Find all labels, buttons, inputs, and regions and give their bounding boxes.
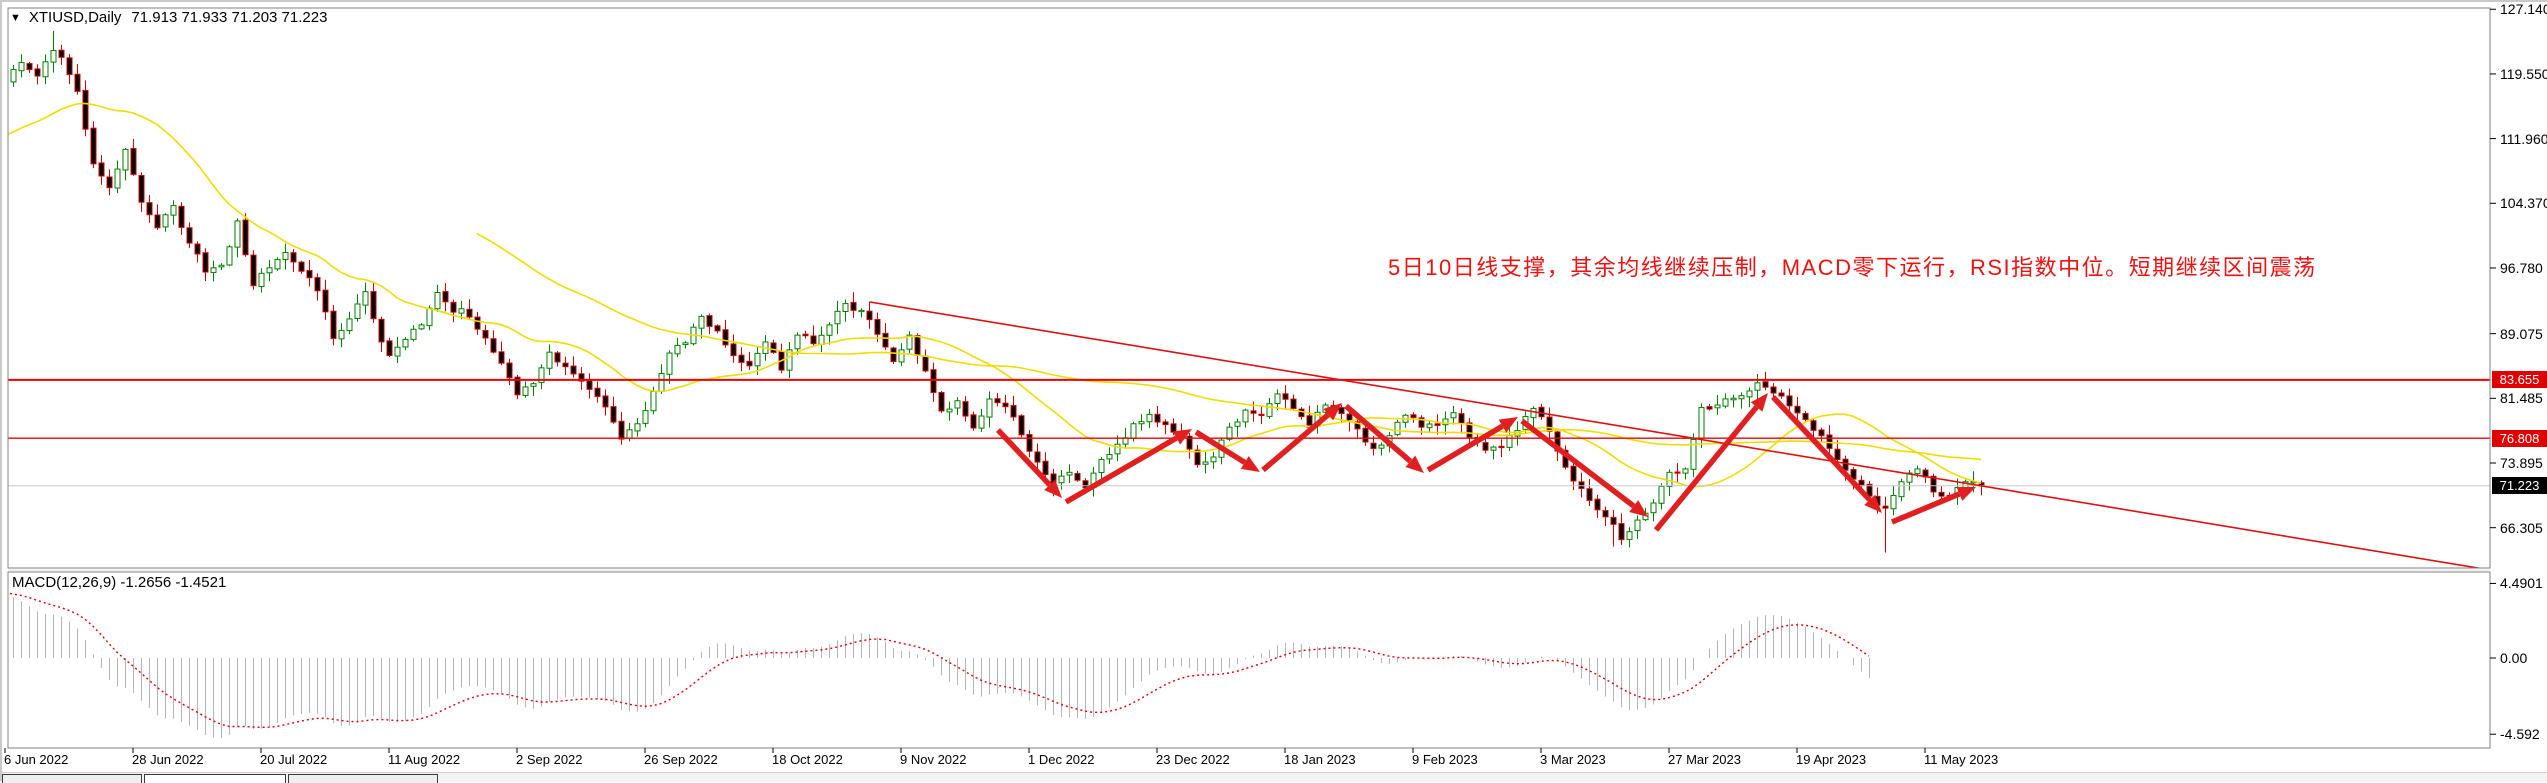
moving-averages-layer: [8, 102, 1982, 488]
macd-panel-border: [7, 571, 2491, 749]
trend-arrow[interactable]: [1890, 491, 1961, 525]
date-axis-label: 23 Dec 2022: [1156, 752, 1230, 767]
price-axis-label: 104.370: [2500, 195, 2547, 212]
trend-arrow[interactable]: [1064, 435, 1178, 505]
chart-tabs-bar: [0, 772, 2547, 783]
trend-arrow-head: [1498, 417, 1518, 433]
trend-arrow-head: [1864, 494, 1882, 513]
trend-arrow[interactable]: [1426, 423, 1504, 473]
date-axis-label: 27 Mar 2023: [1668, 752, 1741, 767]
window-top-edge: [0, 0, 2547, 2]
chart-tab[interactable]: [2, 774, 142, 783]
trend-arrow-head: [1323, 403, 1342, 421]
trend-arrow[interactable]: [1520, 418, 1636, 509]
trend-arrow[interactable]: [995, 428, 1052, 487]
date-axis-label: 20 Jul 2022: [260, 752, 328, 767]
trend-arrow[interactable]: [1770, 395, 1872, 502]
window-left-edge: [0, 0, 2, 781]
descending-trendline[interactable]: [869, 301, 2490, 570]
date-axis-label: 1 Dec 2022: [1028, 752, 1095, 767]
date-axis-label: 2 Sep 2022: [516, 752, 583, 767]
date-axis-label: 19 Apr 2023: [1796, 752, 1867, 767]
trend-arrow[interactable]: [1344, 403, 1413, 464]
price-tag: 71.223: [2492, 477, 2547, 495]
date-axis-label: 11 May 2023: [1924, 752, 1999, 767]
price-axis-label: 96.780: [2500, 259, 2543, 276]
trend-arrow[interactable]: [1261, 412, 1331, 473]
macd-axis-label: 0.00: [2500, 650, 2528, 666]
macd-axis-label: -4.592: [2500, 726, 2540, 743]
price-axis-label: 89.075: [2500, 325, 2543, 342]
analysis-annotation: 5日10日线支撑，其余均线继续压制，MACD零下运行，RSI指数中位。短期继续区…: [1388, 255, 2317, 280]
price-tag: 76.808: [2492, 429, 2547, 447]
trend-arrow-head: [1240, 456, 1260, 472]
date-axis-label: 9 Feb 2023: [1412, 752, 1478, 767]
trend-arrow-head: [1629, 500, 1648, 517]
macd-layer: [8, 592, 1870, 739]
trend-arrow[interactable]: [1194, 429, 1247, 465]
trend-arrow-head: [1044, 479, 1062, 498]
price-axis-label: 81.485: [2500, 390, 2543, 407]
date-axis-label: 28 Jun 2022: [132, 752, 204, 767]
symbol-dropdown-icon[interactable]: ▼: [10, 12, 21, 24]
drawing-objects-layer[interactable]: [8, 301, 2490, 570]
date-axis-label: 26 Sep 2022: [644, 752, 718, 767]
chart-tab[interactable]: [288, 774, 438, 783]
candles-layer: [8, 30, 1985, 553]
price-axis-label: 127.140: [2500, 1, 2547, 18]
symbol-period-label: XTIUSD,Daily: [28, 9, 122, 26]
macd-axis-label: 4.4901: [2500, 575, 2543, 592]
date-axis-label: 18 Oct 2022: [772, 752, 843, 767]
date-axis-label: 9 Nov 2022: [900, 752, 967, 767]
ma20-line: [8, 102, 1982, 488]
date-axis-label: 3 Mar 2023: [1540, 752, 1606, 767]
date-axis-label: 18 Jan 2023: [1284, 752, 1356, 767]
trend-arrow[interactable]: [1653, 405, 1759, 532]
indicator-label: MACD(12,26,9) -1.2656 -1.4521: [12, 574, 227, 591]
main-panel-border: [7, 7, 2491, 569]
trend-arrow-head: [1172, 429, 1192, 445]
macd-signal-line: [8, 592, 1870, 729]
ohlc-quote: 71.913 71.933 71.203 71.223: [131, 9, 328, 26]
trend-arrow-head: [1956, 487, 1976, 501]
price-axis-label: 66.305: [2500, 519, 2543, 536]
price-axis-label: 111.960: [2500, 130, 2547, 147]
chart-title: ▼ XTIUSD,Daily 71.913 71.933 71.203 71.223: [10, 9, 327, 26]
price-axis-label: 73.895: [2500, 455, 2543, 471]
date-axis-label: 11 Aug 2022: [388, 752, 461, 767]
price-tag: 83.655: [2492, 371, 2547, 389]
price-axis-label: 119.550: [2500, 65, 2547, 82]
chart-tab[interactable]: [144, 774, 286, 783]
date-axis-label: 6 Jun 2022: [4, 752, 69, 767]
trend-arrow-head: [1750, 393, 1768, 412]
trend-arrow-head: [1405, 455, 1424, 473]
